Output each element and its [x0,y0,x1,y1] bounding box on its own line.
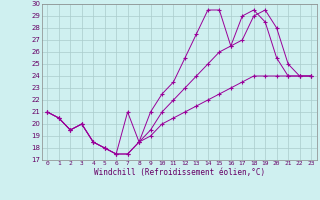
X-axis label: Windchill (Refroidissement éolien,°C): Windchill (Refroidissement éolien,°C) [94,168,265,177]
